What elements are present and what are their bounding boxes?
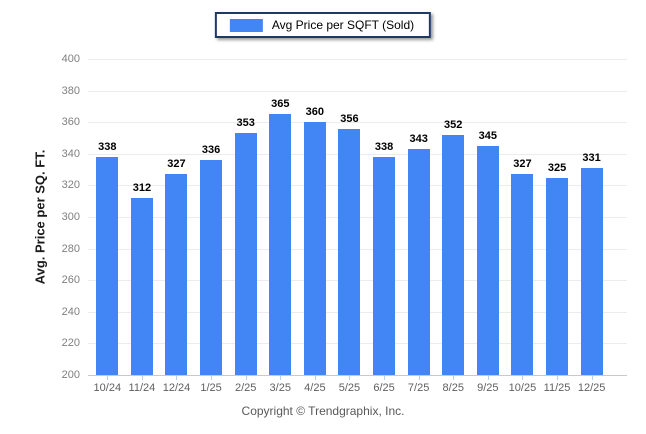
- x-tick-label: 3/25: [269, 382, 291, 394]
- x-tick-mark: [211, 376, 213, 380]
- bar: [407, 149, 430, 375]
- bar: [96, 156, 119, 375]
- copyright-text: Copyright © Trendgraphix, Inc.: [241, 404, 405, 418]
- bar: [130, 198, 153, 375]
- bar: [373, 156, 396, 375]
- x-tick-mark: [557, 376, 559, 380]
- x-tick-mark: [314, 376, 316, 380]
- y-tick-label: 300: [61, 211, 80, 223]
- x-tick-mark: [280, 376, 282, 380]
- gridline: [88, 90, 627, 92]
- bar-value-label: 338: [374, 140, 394, 153]
- x-tick-label: 10/25: [508, 382, 537, 394]
- legend-swatch: [229, 18, 263, 32]
- x-tick-label: 7/25: [407, 382, 430, 394]
- x-tick-label: 11/24: [128, 382, 156, 394]
- bar-slot: 356 5/25: [332, 59, 367, 394]
- x-tick-mark: [591, 376, 593, 380]
- bar-value-label: 331: [582, 152, 601, 165]
- plot-area: 338 10/24 312 11/24 327 12/24 336 1/25 353 2/25 36…: [88, 59, 627, 395]
- x-tick-label: 11/25: [543, 382, 571, 394]
- y-tick-label: 200: [61, 369, 80, 381]
- y-tick-label: 360: [61, 116, 80, 129]
- x-tick-mark: [487, 376, 489, 380]
- bar: [580, 168, 603, 375]
- legend-label: Avg Price per SQFT (Sold): [271, 18, 415, 32]
- bar: [200, 160, 223, 375]
- x-tick-label: 9/25: [477, 382, 499, 394]
- x-tick-label: 8/25: [442, 382, 464, 394]
- bar-value-label: 360: [305, 106, 325, 119]
- bar-value-label: 325: [547, 161, 567, 174]
- bar: [442, 134, 465, 375]
- bar-slot: 338 10/24: [90, 59, 125, 394]
- bar-slot: 345 9/25: [471, 59, 506, 394]
- x-tick-mark: [245, 376, 247, 380]
- bar-slot: 353 2/25: [228, 59, 263, 394]
- gridline: [88, 59, 627, 60]
- bar-slot: 327 12/24: [159, 59, 194, 394]
- y-tick-label: 400: [61, 53, 80, 65]
- x-tick-mark: [384, 376, 386, 380]
- bar-value-label: 353: [236, 117, 255, 130]
- x-tick-mark: [453, 376, 455, 380]
- x-tick-mark: [141, 376, 143, 380]
- x-tick-label: 2/25: [234, 382, 257, 394]
- x-tick-label: 5/25: [338, 382, 361, 394]
- x-axis-line: [88, 375, 627, 376]
- y-tick-label: 240: [61, 305, 80, 318]
- bar-value-label: 312: [132, 182, 152, 195]
- x-tick-mark: [107, 376, 109, 380]
- x-tick-mark: [522, 376, 524, 380]
- bar: [476, 145, 499, 375]
- x-tick-mark: [418, 376, 420, 380]
- bar-slot: 343 7/25: [401, 59, 436, 394]
- x-tick-label: 1/25: [200, 382, 222, 394]
- legend: Avg Price per SQFT (Sold): [214, 12, 432, 38]
- bar: [338, 128, 361, 375]
- bar-slot: 360 4/25: [298, 59, 333, 394]
- x-tick-mark: [176, 376, 178, 380]
- bar-value-label: 343: [409, 133, 428, 146]
- gridline: [88, 122, 627, 124]
- bar-value-label: 338: [98, 140, 117, 153]
- bar-value-label: 352: [444, 118, 463, 131]
- bar: [303, 122, 326, 375]
- bar-slot: 338 6/25: [367, 59, 402, 394]
- bar-value-label: 345: [478, 129, 498, 142]
- bar: [165, 174, 188, 375]
- y-tick-label: 340: [61, 147, 80, 160]
- y-tick-label: 260: [61, 274, 80, 287]
- y-tick-label: 280: [61, 242, 80, 255]
- bar-slot: 336 1/25: [194, 59, 229, 394]
- bar: [269, 114, 292, 375]
- x-tick-mark: [349, 376, 351, 380]
- bar: [546, 177, 569, 375]
- bar-value-label: 327: [513, 158, 532, 171]
- x-tick-label: 10/24: [93, 382, 122, 394]
- y-tick-label: 320: [61, 179, 80, 192]
- bar-slot: 312 11/24: [125, 59, 160, 394]
- bar-slot: 365 3/25: [263, 59, 298, 394]
- bar-value-label: 336: [201, 144, 221, 157]
- bar-value-label: 365: [271, 98, 290, 111]
- bar-slot: 327 10/25: [505, 59, 540, 394]
- bar-value-label: 327: [167, 158, 186, 171]
- y-axis-tick-labels: 200 220 240 260 280 300 320 340 360 380 400: [0, 53, 80, 381]
- bar-slots: 338 10/24 312 11/24 327 12/24 336 1/25 353 2/25 36…: [90, 59, 609, 395]
- x-tick-label: 12/25: [577, 382, 606, 394]
- y-tick-label: 220: [61, 337, 80, 350]
- bar-value-label: 356: [340, 112, 359, 125]
- x-tick-label: 6/25: [373, 382, 395, 394]
- bar: [234, 133, 257, 375]
- x-tick-label: 4/25: [304, 382, 326, 394]
- bar-slot: 352 8/25: [436, 59, 471, 394]
- bar-slot: 325 11/25: [540, 59, 575, 395]
- bar-slot: 331 12/25: [574, 59, 609, 394]
- y-tick-label: 380: [61, 84, 80, 97]
- bar: [511, 174, 534, 375]
- x-tick-label: 12/24: [162, 382, 191, 394]
